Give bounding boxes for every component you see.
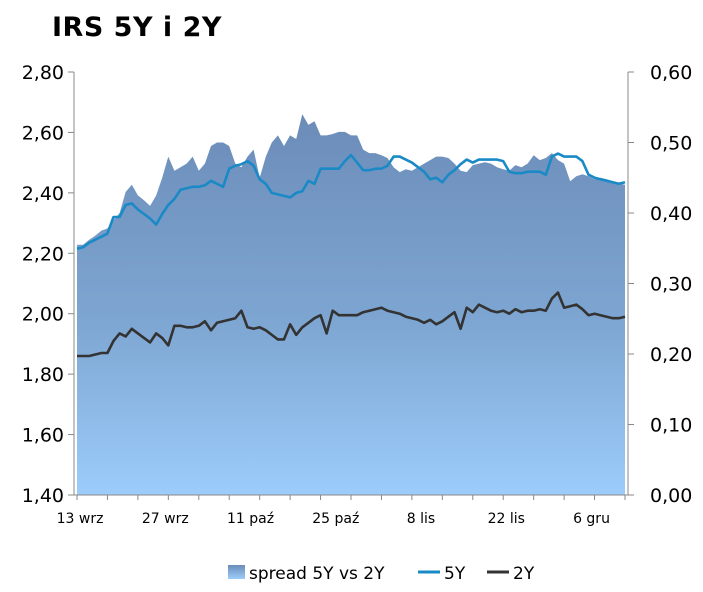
- x-tick-label: 6 gru: [573, 511, 610, 527]
- left-tick-label: 2,40: [22, 183, 64, 205]
- x-tick-label: 8 lis: [407, 511, 435, 527]
- right-tick-label: 0,00: [650, 485, 692, 507]
- legend-swatch-spread: [228, 565, 245, 579]
- left-tick-label: 1,60: [22, 425, 64, 447]
- left-tick-label: 2,00: [22, 304, 64, 326]
- legend: spread 5Y vs 2Y 5Y 2Y: [228, 564, 535, 584]
- series-area-spread: [77, 114, 625, 496]
- right-tick-label: 0,50: [650, 133, 692, 155]
- legend-label: spread 5Y vs 2Y: [249, 564, 385, 584]
- series-line-2y: [77, 291, 626, 358]
- left-tick-label: 2,80: [22, 62, 64, 84]
- x-tick-label: 13 wrz: [57, 511, 104, 527]
- right-tick-label: 0,30: [650, 274, 692, 296]
- axes: 1,40 1,60 1,80 2,00 2,20 2,40 2,60 2,80 0,00 0,10…: [22, 62, 693, 527]
- legend-label: 5Y: [444, 564, 466, 584]
- left-tick-label: 1,40: [22, 485, 64, 507]
- plot-area: [76, 114, 626, 496]
- chart-title: IRS 5Y i 2Y: [52, 12, 222, 43]
- x-tick-label: 11 paź: [227, 511, 274, 527]
- x-tick-label: 25 paź: [312, 511, 359, 527]
- legend-label: 2Y: [513, 564, 535, 584]
- right-tick-label: 0,60: [650, 62, 692, 84]
- right-tick-label: 0,20: [650, 344, 692, 366]
- x-tick-label: 27 wrz: [142, 511, 189, 527]
- left-tick-label: 1,80: [22, 364, 64, 386]
- right-tick-label: 0,40: [650, 203, 692, 225]
- left-tick-label: 2,20: [22, 243, 64, 265]
- left-tick-label: 2,60: [22, 122, 64, 144]
- series-line-5y: [76, 152, 626, 251]
- x-tick-label: 22 lis: [488, 511, 525, 527]
- right-tick-label: 0,10: [650, 415, 692, 437]
